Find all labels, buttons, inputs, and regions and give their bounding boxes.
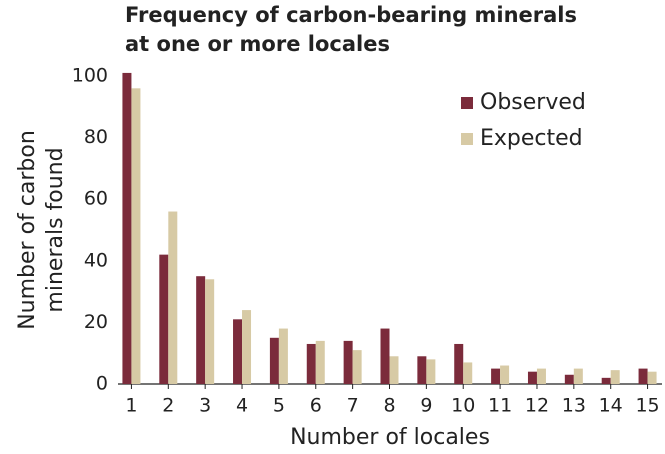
- x-tick-label: 12: [525, 395, 549, 417]
- y-tick-label: 40: [84, 249, 108, 271]
- x-tick-label: 15: [635, 395, 659, 417]
- x-tick-label: 13: [562, 395, 586, 417]
- y-tick-label: 60: [84, 188, 108, 210]
- y-tick-label: 0: [96, 373, 108, 395]
- x-tick-label: 14: [599, 395, 623, 417]
- x-tick-label: 11: [488, 395, 512, 417]
- bar: [610, 370, 620, 384]
- bar: [159, 254, 169, 384]
- legend-swatch: [461, 97, 473, 109]
- bar: [527, 371, 537, 384]
- bar: [306, 343, 316, 384]
- bar: [196, 276, 206, 384]
- legend-label: Expected: [480, 126, 583, 151]
- bar: [389, 356, 399, 384]
- bar: [343, 340, 353, 384]
- bar: [269, 337, 279, 384]
- bar: [463, 362, 473, 384]
- chart-title: Frequency of carbon-bearing minerals: [125, 3, 577, 27]
- y-axis-label: Number of carbon: [15, 130, 40, 330]
- bar: [647, 371, 657, 384]
- bar: [426, 359, 436, 384]
- bar: [601, 377, 611, 384]
- bar: [454, 343, 464, 384]
- y-axis-label: minerals found: [43, 147, 68, 312]
- x-tick-label: 7: [347, 395, 359, 417]
- legend-label: Observed: [480, 90, 586, 115]
- bar: [315, 340, 325, 384]
- x-tick-label: 3: [199, 395, 211, 417]
- x-axis-label: Number of locales: [290, 425, 490, 450]
- bar: [491, 368, 501, 384]
- y-tick-label: 80: [84, 126, 108, 148]
- y-tick-label: 20: [84, 311, 108, 333]
- bar: [500, 365, 510, 384]
- x-tick-label: 5: [273, 395, 285, 417]
- x-tick-label: 6: [310, 395, 322, 417]
- bar: [122, 72, 132, 385]
- bar: [278, 328, 288, 384]
- x-tick-label: 8: [383, 395, 395, 417]
- bar: [573, 368, 583, 384]
- bar: [233, 319, 243, 384]
- bar: [417, 356, 427, 384]
- chart-title: at one or more locales: [125, 32, 390, 56]
- bar: [352, 350, 362, 384]
- x-tick-label: 9: [420, 395, 432, 417]
- bar: [638, 368, 648, 384]
- y-axis-label-group: Number of carbon minerals found: [15, 130, 68, 330]
- legend-swatch: [461, 133, 473, 145]
- bar: [242, 310, 252, 384]
- x-tick-label: 10: [451, 395, 475, 417]
- bar: [536, 368, 546, 384]
- y-tick-label: 100: [72, 65, 108, 87]
- x-tick-label: 1: [125, 395, 137, 417]
- bar: [564, 374, 574, 384]
- bar: [380, 328, 390, 384]
- x-tick-label: 2: [162, 395, 174, 417]
- bar: [131, 88, 141, 384]
- bar: [168, 211, 178, 384]
- bar: [205, 279, 215, 384]
- x-tick-label: 4: [236, 395, 248, 417]
